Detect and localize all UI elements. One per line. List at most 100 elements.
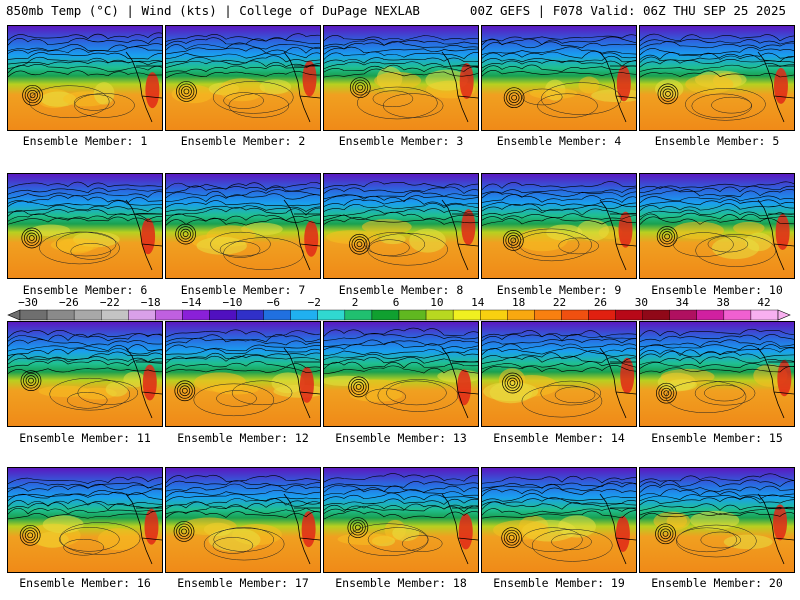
circulation-ring [353, 381, 365, 393]
wind-contour [203, 527, 285, 561]
wind-streamline [8, 510, 162, 520]
colorbar-swatch [236, 309, 264, 321]
ensemble-member-map[interactable] [165, 321, 321, 427]
map-title: 850mb Temp (°C) | Wind (kts) | College o… [6, 3, 420, 18]
ensemble-member-map[interactable] [323, 467, 479, 573]
member-map-graphic [482, 174, 636, 278]
ensemble-member-map[interactable] [323, 321, 479, 427]
coastline [757, 347, 794, 419]
wind-streamline [482, 50, 636, 59]
ensemble-member-label: Ensemble Member: 14 [493, 431, 625, 445]
warm-patch [690, 510, 740, 530]
coastline [125, 51, 162, 123]
member-map-graphic [482, 468, 636, 572]
circulation-ring [179, 385, 191, 397]
wind-contour [74, 93, 135, 118]
wind-streamline [482, 187, 636, 195]
circulation-ring [24, 529, 36, 541]
temperature-field [324, 468, 478, 572]
colorbar-tick-label: −6 [266, 296, 280, 309]
colorbar-tick-label: −30 [18, 296, 38, 309]
colorbar-swatch [46, 309, 75, 321]
ensemble-member-map[interactable] [165, 173, 321, 279]
wind-streamline [324, 198, 478, 207]
warm-patch [324, 375, 370, 386]
ensemble-member-map[interactable] [323, 25, 479, 131]
wind-streamline [482, 201, 636, 208]
wind-streamline [324, 41, 478, 50]
wind-streamline [640, 199, 794, 207]
ensemble-member-map[interactable] [481, 25, 637, 131]
coastline [599, 493, 636, 565]
wind-streamline [640, 356, 794, 366]
circulation-ring [659, 228, 675, 245]
wind-streamline [482, 482, 636, 492]
wind-contour [39, 231, 120, 265]
wind-contour [59, 522, 141, 555]
wind-streamline [324, 356, 478, 365]
circulation-ring [352, 79, 369, 96]
wind-streamline [324, 211, 478, 221]
ensemble-member-map[interactable] [481, 467, 637, 573]
ensemble-member-map[interactable] [7, 173, 163, 279]
wind-streamline [640, 494, 794, 501]
ensemble-member-map[interactable] [7, 321, 163, 427]
ensemble-member-label: Ensemble Member: 4 [496, 134, 622, 148]
ensemble-member-label: Ensemble Member: 13 [335, 431, 467, 445]
colorbar-tick-label: 22 [552, 296, 567, 309]
wind-streamline [324, 481, 478, 488]
heat-core [773, 67, 788, 104]
ensemble-member-map[interactable] [323, 173, 479, 279]
circulation-ring [181, 86, 192, 97]
circulation-ring [509, 380, 516, 386]
wind-streamline [166, 337, 320, 346]
warm-patch [171, 84, 214, 104]
ensemble-member-map[interactable] [481, 321, 637, 427]
wind-streamline [8, 502, 162, 511]
ensemble-member-map[interactable] [165, 467, 321, 573]
ensemble-member-map[interactable] [481, 173, 637, 279]
circulation-ring [180, 228, 191, 240]
wind-streamline [482, 508, 636, 516]
colorbar-swatch [588, 309, 616, 321]
wind-streamline [482, 364, 636, 374]
wind-streamline [166, 33, 320, 42]
wind-streamline [482, 55, 636, 64]
warm-patch [30, 224, 71, 237]
colorbar-swatch [209, 309, 237, 321]
circulation-ring [176, 81, 197, 102]
heat-core [616, 65, 631, 102]
circulation-ring [23, 372, 39, 389]
ensemble-member-map[interactable] [165, 25, 321, 131]
warm-patch [666, 513, 688, 528]
warm-patch [50, 238, 100, 252]
wind-streamline [8, 64, 162, 73]
circulation-ring [506, 89, 522, 106]
circulation-ring [665, 90, 671, 97]
ensemble-member-map[interactable] [7, 25, 163, 131]
circulation-ring [178, 526, 190, 537]
ensemble-member-map[interactable] [639, 467, 795, 573]
ensemble-member-map[interactable] [639, 321, 795, 427]
wind-streamline [8, 204, 162, 213]
wind-streamline [482, 497, 636, 506]
wind-streamline [482, 181, 636, 190]
ensemble-member-label: Ensemble Member: 15 [651, 431, 783, 445]
colorbar-graphic [7, 309, 791, 321]
wind-streamline [482, 350, 636, 360]
wind-contour [74, 94, 115, 111]
ensemble-member-map[interactable] [7, 467, 163, 573]
heat-core [458, 513, 473, 550]
wind-contour [711, 96, 752, 114]
ensemble-member-map[interactable] [639, 25, 795, 131]
wind-streamline [324, 202, 478, 212]
wind-streamline [324, 492, 478, 501]
wind-streamline [640, 328, 794, 337]
wind-streamline [482, 217, 636, 226]
wind-streamline [8, 36, 162, 46]
colorbar-tick-label: 14 [471, 296, 485, 309]
wind-streamline [640, 479, 794, 488]
heat-core [145, 72, 160, 109]
ensemble-member-map[interactable] [639, 173, 795, 279]
wind-streamline [482, 355, 636, 364]
